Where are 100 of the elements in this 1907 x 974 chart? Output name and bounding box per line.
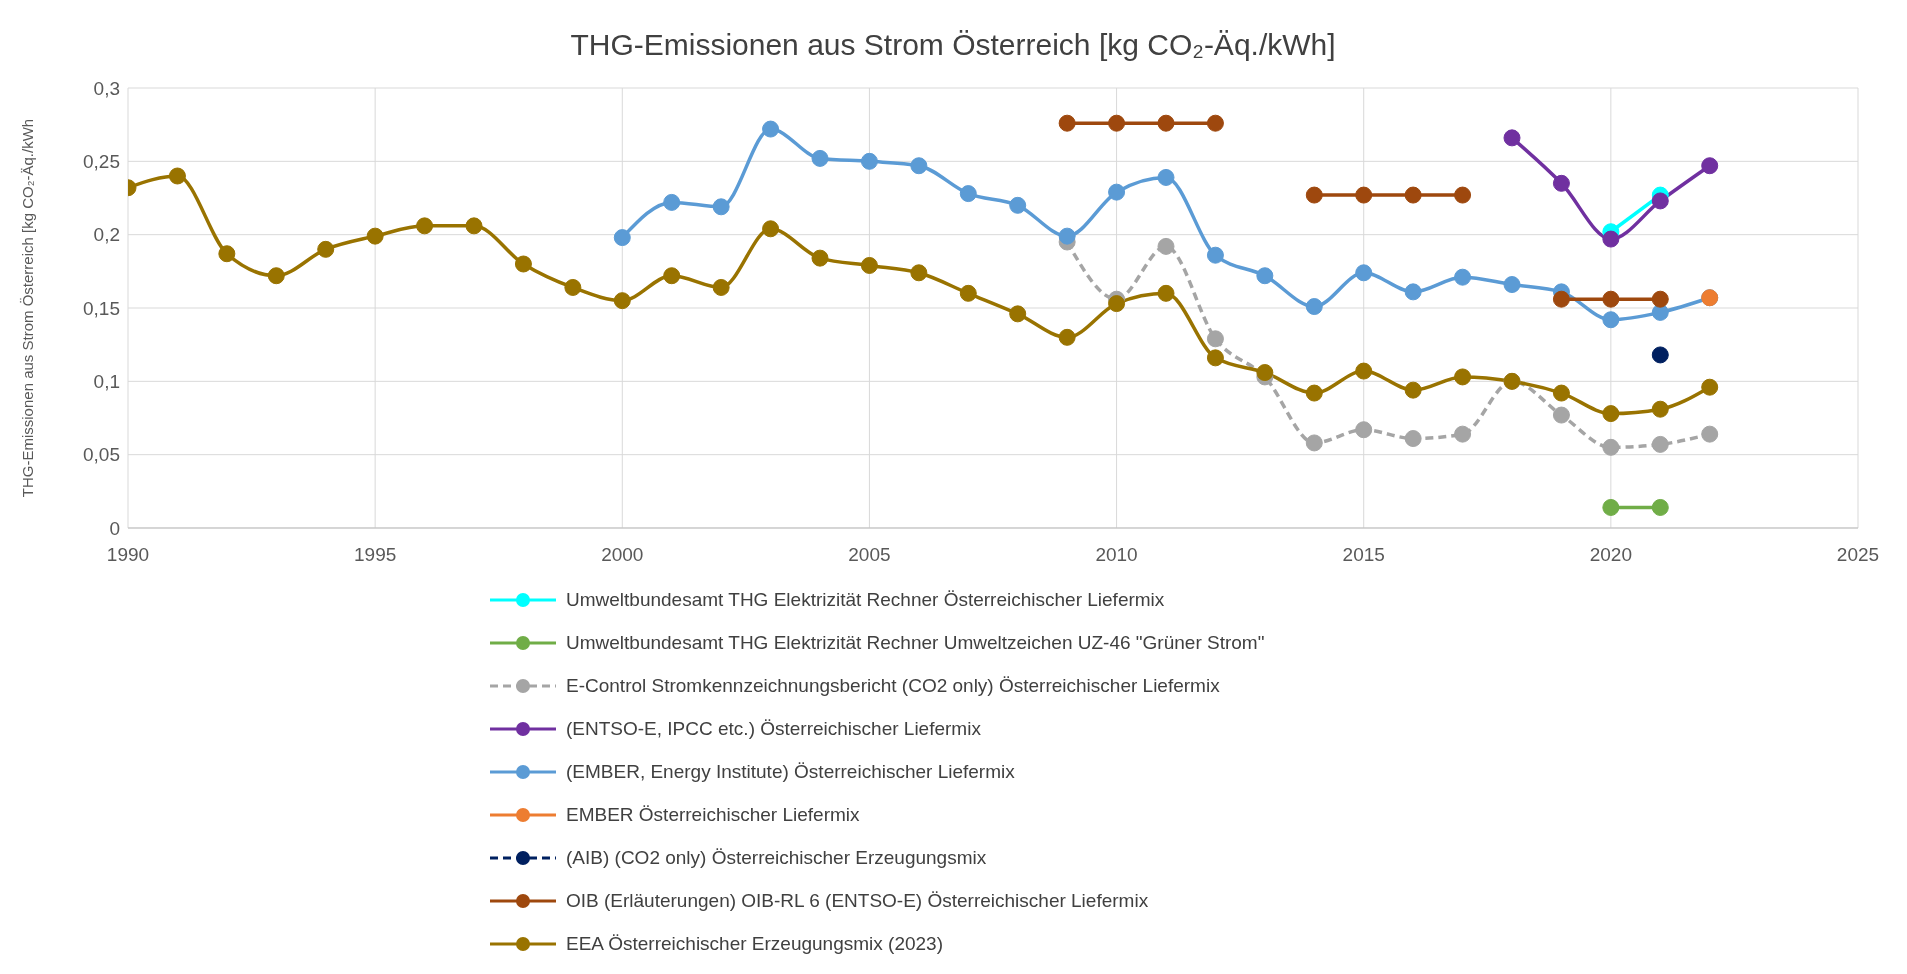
point bbox=[1701, 157, 1719, 175]
point bbox=[1404, 186, 1422, 204]
point bbox=[1602, 290, 1620, 308]
point bbox=[1058, 227, 1076, 245]
y-axis-title: THG-Emissionen aus Strom Österreich [kg CO₂-Äq./kWh bbox=[19, 118, 37, 498]
point bbox=[218, 245, 236, 263]
y-tick-label: 0,15 bbox=[83, 297, 120, 319]
point bbox=[712, 198, 730, 216]
point bbox=[1058, 114, 1076, 132]
point bbox=[1355, 421, 1373, 439]
point bbox=[168, 167, 186, 185]
point bbox=[1651, 435, 1669, 453]
point bbox=[762, 120, 780, 138]
point bbox=[613, 292, 631, 310]
point bbox=[1206, 114, 1224, 132]
point bbox=[811, 249, 829, 267]
point bbox=[1651, 192, 1669, 210]
point bbox=[860, 152, 878, 170]
point bbox=[564, 278, 582, 296]
point bbox=[1206, 349, 1224, 367]
point bbox=[1157, 114, 1175, 132]
point bbox=[1206, 330, 1224, 348]
point bbox=[1108, 295, 1126, 313]
point bbox=[267, 267, 285, 285]
x-tick-label: 2025 bbox=[1836, 544, 1880, 566]
point bbox=[1552, 384, 1570, 402]
point bbox=[860, 256, 878, 274]
legend-label: (EMBER, Energy Institute) Österreichischer Liefermix bbox=[566, 760, 1015, 783]
point bbox=[366, 227, 384, 245]
point bbox=[1552, 174, 1570, 192]
y-tick-label: 0,05 bbox=[83, 444, 120, 466]
point bbox=[1355, 264, 1373, 282]
point bbox=[1602, 498, 1620, 516]
point bbox=[1404, 381, 1422, 399]
point bbox=[1305, 384, 1323, 402]
x-tick-label: 2010 bbox=[1095, 544, 1138, 566]
y-tick-label: 0,1 bbox=[93, 371, 120, 393]
point bbox=[1552, 290, 1570, 308]
x-tick-label: 2005 bbox=[848, 544, 891, 566]
point bbox=[613, 229, 631, 247]
point bbox=[1651, 290, 1669, 308]
x-tick-label: 1990 bbox=[106, 544, 150, 566]
point bbox=[1305, 298, 1323, 316]
point bbox=[1454, 186, 1472, 204]
point bbox=[811, 149, 829, 167]
point bbox=[1552, 406, 1570, 424]
point bbox=[416, 217, 434, 235]
point bbox=[1206, 246, 1224, 264]
point bbox=[712, 278, 730, 296]
point bbox=[1651, 498, 1669, 516]
point bbox=[1651, 400, 1669, 418]
point bbox=[1108, 114, 1126, 132]
point bbox=[1651, 346, 1669, 364]
legend-label: EMBER Österreichischer Liefermix bbox=[566, 803, 860, 826]
x-tick-label: 2020 bbox=[1589, 544, 1632, 566]
point bbox=[1503, 129, 1521, 147]
chart-title: THG-Emissionen aus Strom Österreich [kg CO₂-Äq./kWh] bbox=[569, 27, 1337, 63]
point bbox=[1454, 268, 1472, 286]
point bbox=[1404, 283, 1422, 301]
point bbox=[910, 157, 928, 175]
point bbox=[762, 220, 780, 238]
point bbox=[1009, 196, 1027, 214]
legend-label: EEA Österreichischer Erzeugungsmix (2023) bbox=[566, 932, 943, 955]
y-tick-label: 0,25 bbox=[83, 151, 120, 173]
legend-label: (ENTSO-E, IPCC etc.) Österreichischer Liefermix bbox=[566, 717, 981, 740]
point bbox=[1157, 284, 1175, 302]
point bbox=[1503, 276, 1521, 294]
legend-label: Umweltbundesamt THG Elektrizität Rechner Umweltzeichen UZ-46 "Grüner Strom" bbox=[566, 631, 1265, 654]
point bbox=[959, 185, 977, 203]
legend-label: E-Control Stromkennzeichnungsbericht (CO2 only) Österreichischer Liefermix bbox=[566, 674, 1220, 697]
point bbox=[910, 264, 928, 282]
point bbox=[465, 217, 483, 235]
point bbox=[663, 267, 681, 285]
x-tick-label: 2000 bbox=[601, 544, 644, 566]
point bbox=[1454, 425, 1472, 443]
point bbox=[1157, 237, 1175, 255]
point bbox=[1701, 425, 1719, 443]
point bbox=[663, 193, 681, 211]
y-tick-label: 0,3 bbox=[93, 77, 120, 99]
y-tick-label: 0 bbox=[109, 517, 120, 539]
y-tick-label: 0,2 bbox=[93, 224, 120, 246]
point bbox=[1305, 434, 1323, 452]
point bbox=[959, 284, 977, 302]
point bbox=[514, 255, 532, 273]
point bbox=[1256, 364, 1274, 382]
point bbox=[1355, 362, 1373, 380]
point bbox=[1108, 183, 1126, 201]
point bbox=[1602, 311, 1620, 329]
point bbox=[1058, 328, 1076, 346]
point bbox=[1701, 378, 1719, 396]
point bbox=[1404, 430, 1422, 448]
point bbox=[1602, 438, 1620, 456]
point bbox=[1602, 230, 1620, 248]
legend-label: Umweltbundesamt THG Elektrizität Rechner Österreichischer Liefermix bbox=[566, 588, 1165, 611]
point bbox=[1256, 267, 1274, 285]
point bbox=[1009, 305, 1027, 323]
point bbox=[1157, 168, 1175, 186]
legend-label: (AIB) (CO2 only) Österreichischer Erzeugungsmix bbox=[566, 846, 987, 869]
point bbox=[1305, 186, 1323, 204]
x-tick-label: 1995 bbox=[354, 544, 397, 566]
